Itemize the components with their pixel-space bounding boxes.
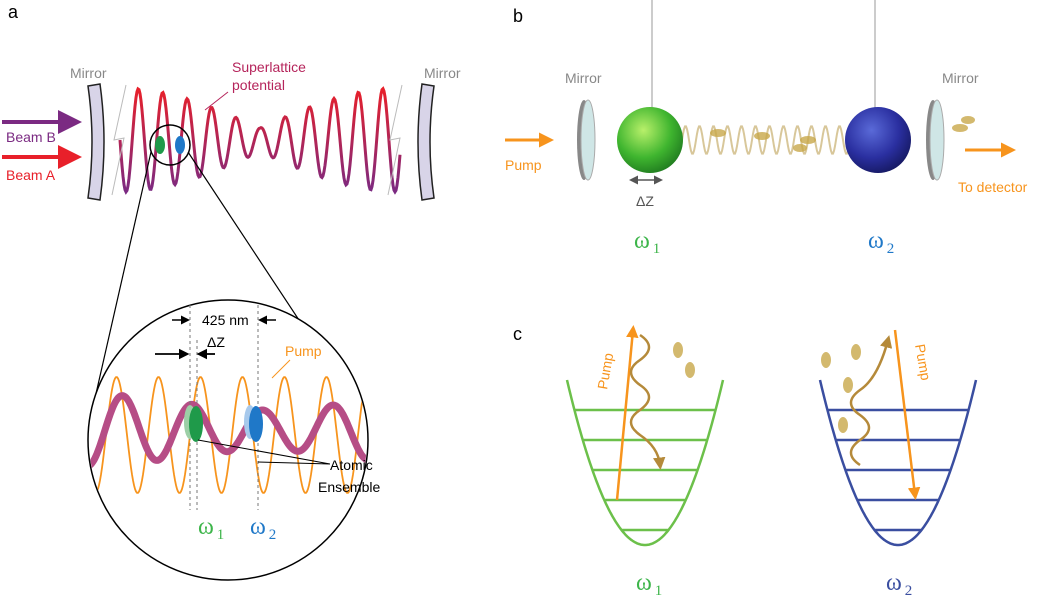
beam-label: Beam B bbox=[6, 129, 56, 145]
omega-subscript: 2 bbox=[887, 241, 895, 257]
atom-green bbox=[155, 136, 165, 154]
omega-symbol: ω bbox=[198, 514, 214, 540]
pump-label: Pump bbox=[594, 352, 616, 391]
ensemble-label: Atomic bbox=[330, 457, 373, 473]
mirror bbox=[929, 99, 945, 181]
mirror-label: Mirror bbox=[70, 65, 107, 81]
phonon-arrow bbox=[629, 333, 666, 470]
break-mark bbox=[111, 84, 403, 196]
leader bbox=[197, 439, 331, 465]
zoom-line bbox=[89, 151, 152, 421]
omega-symbol: ω bbox=[886, 570, 902, 595]
phonon-arrow bbox=[849, 335, 893, 467]
omega-symbol: ω bbox=[868, 228, 884, 254]
spacing-label: 425 nm bbox=[202, 312, 249, 328]
pump-arrow bbox=[615, 325, 639, 501]
delta-z-label: ΔZ bbox=[636, 193, 654, 209]
atom-blue bbox=[249, 406, 263, 442]
atom-blue bbox=[175, 136, 185, 154]
spring bbox=[674, 125, 851, 155]
pump-label: Pump bbox=[912, 343, 934, 382]
pump-wave bbox=[89, 376, 367, 494]
mirror bbox=[580, 99, 596, 181]
atom-green bbox=[189, 406, 203, 442]
pump-label: Pump bbox=[285, 343, 322, 359]
panel-label: b bbox=[513, 6, 523, 26]
atom-sphere-blue bbox=[845, 107, 911, 173]
omega-symbol: ω bbox=[634, 228, 650, 254]
omega-subscript: 2 bbox=[905, 583, 913, 595]
delta-z-label: ΔZ bbox=[207, 334, 225, 350]
ensemble-label: Ensemble bbox=[318, 479, 380, 495]
omega-subscript: 1 bbox=[655, 583, 663, 595]
omega-symbol: ω bbox=[250, 514, 266, 540]
detector-label: To detector bbox=[958, 179, 1028, 195]
omega-subscript: 1 bbox=[653, 241, 661, 257]
omega-subscript: 2 bbox=[269, 527, 277, 543]
superlattice-wave bbox=[118, 86, 402, 195]
mirror-label: Mirror bbox=[424, 65, 461, 81]
superlattice-label: potential bbox=[232, 77, 285, 93]
mirror bbox=[417, 83, 435, 201]
atom-sphere-green bbox=[617, 107, 683, 173]
panel-label: a bbox=[8, 2, 19, 22]
omega-subscript: 1 bbox=[217, 527, 225, 543]
phonons bbox=[673, 342, 861, 433]
potential-well bbox=[818, 379, 978, 547]
omega-symbol: ω bbox=[636, 570, 652, 595]
zoom-circle bbox=[87, 299, 369, 581]
pump-label: Pump bbox=[505, 157, 542, 173]
mirror-label: Mirror bbox=[942, 70, 979, 86]
superlattice-label: Superlattice bbox=[232, 59, 306, 75]
panel-label: c bbox=[513, 324, 522, 344]
phonons bbox=[710, 116, 975, 152]
pump-arrow bbox=[893, 329, 921, 500]
lattice-wave bbox=[89, 392, 367, 470]
leader bbox=[204, 91, 229, 111]
leader bbox=[271, 359, 291, 379]
mirror-label: Mirror bbox=[565, 70, 602, 86]
beam-label: Beam A bbox=[6, 167, 56, 183]
zoom-circle bbox=[149, 124, 191, 166]
mirror bbox=[87, 83, 105, 201]
